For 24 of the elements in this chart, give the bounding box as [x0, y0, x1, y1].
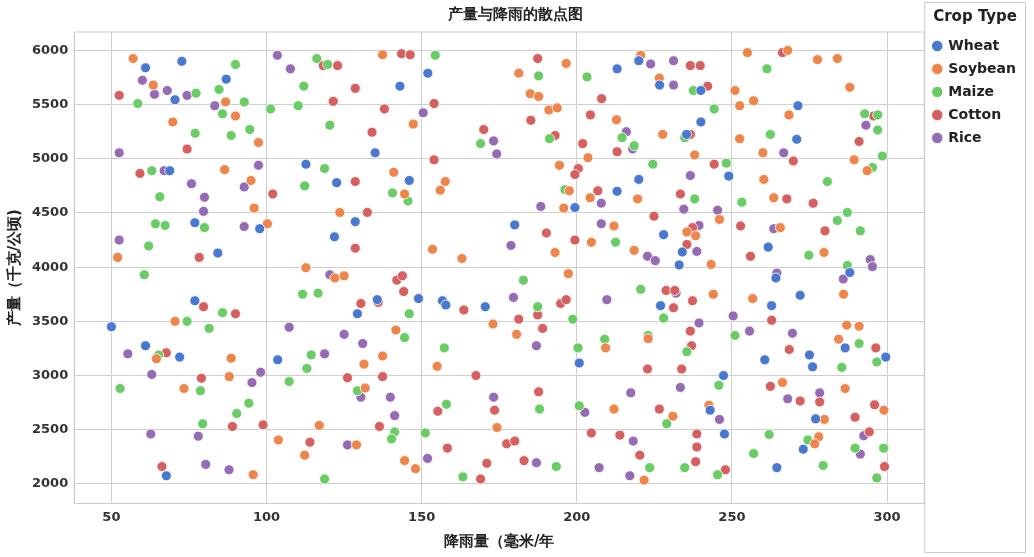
- legend-label: Cotton: [948, 105, 1002, 122]
- y-tick-label: 4000: [31, 258, 69, 274]
- legend-label: Wheat: [948, 36, 1000, 53]
- legend-label: Rice: [948, 128, 982, 145]
- y-tick-label: 6000: [31, 41, 69, 57]
- y-tick-label: 5000: [31, 150, 69, 166]
- legend-label: Maize: [948, 82, 995, 99]
- y-tick-label: 3500: [31, 312, 69, 328]
- y-tick-label: 4500: [31, 204, 69, 220]
- legend-label: Soybean: [948, 59, 1017, 76]
- y-tick-label: 5500: [31, 95, 69, 111]
- x-tick-label: 300: [873, 508, 901, 524]
- x-tick-label: 50: [102, 508, 121, 524]
- x-tick-label: 200: [563, 508, 591, 524]
- x-axis-title: 降雨量（毫米/年: [443, 531, 555, 550]
- chart-title: 产量与降雨的散点图: [446, 4, 583, 23]
- x-tick-label: 150: [408, 508, 436, 524]
- y-tick-label: 3000: [31, 366, 69, 382]
- legend-title: Crop Type: [933, 7, 1018, 26]
- x-tick-label: 250: [718, 508, 746, 524]
- x-tick-label: 100: [252, 508, 281, 524]
- y-axis-title: 产量（千克/公顷): [4, 209, 23, 328]
- y-tick-label: 2500: [31, 421, 69, 437]
- y-tick-label: 2000: [31, 475, 69, 491]
